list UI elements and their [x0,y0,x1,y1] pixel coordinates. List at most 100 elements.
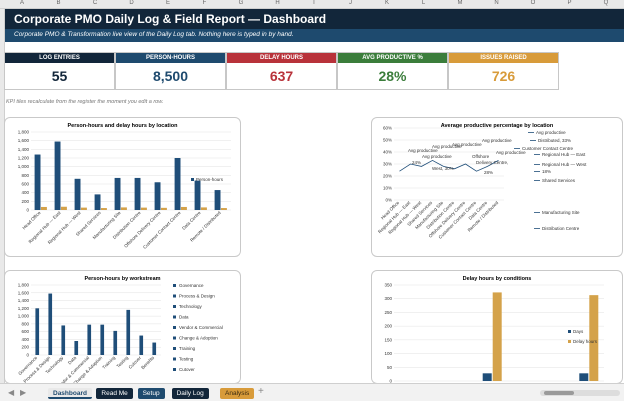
bar [134,177,141,210]
bar [201,207,207,210]
y-tick-label: 1,800 [18,283,30,288]
tab-nav-prev-icon[interactable]: ◀ [8,388,15,397]
y-tick-label: 0 [26,208,29,213]
legend-swatch [173,294,176,298]
bar [61,325,66,355]
y-tick-label: 300 [384,296,392,301]
legend-swatch [191,178,194,181]
y-tick-label: 1,800 [18,130,30,135]
tab-nav-next-icon[interactable]: ▶ [20,388,27,397]
column-letter[interactable]: F [202,0,207,6]
legend-label: Process & Design [179,294,215,299]
legend-label: Cutover [179,367,195,372]
kpi-value: 8,500 [152,68,189,84]
chart-title: Person-hours by workstream [84,276,161,282]
chart-location[interactable]: Person-hours and delay hours by location… [4,117,241,257]
tab-setup[interactable]: Setup [137,388,165,399]
bar [74,341,79,355]
scroll-thumb[interactable] [544,391,574,395]
x-tick-label: Head Office [21,210,42,231]
column-letter[interactable]: I [313,0,315,6]
add-sheet-button[interactable]: + [258,386,264,397]
bar [589,295,599,381]
chart-productive[interactable]: Average productive percentage by locatio… [371,117,623,257]
column-letter[interactable]: A [19,0,24,6]
chart-title: Delay hours by conditions [462,276,532,282]
y-tick-label: 0% [385,198,392,203]
y-tick-label: 60% [383,126,392,131]
bar [121,207,127,210]
horizontal-scrollbar[interactable] [540,390,620,396]
y-tick-label: 1,600 [18,138,30,143]
legend-swatch [173,305,176,308]
legend-label: Regional Hub — West [542,162,587,167]
x-tick-label: Data [67,355,78,366]
y-tick-label: 200 [384,324,392,329]
column-header-bar: A B C D E F G H I J K L M N O P Q [0,0,624,9]
chart-delay[interactable]: Delay hours by conditions 0 50 100 150 200 25… [371,270,623,384]
y-tick-label: 30% [383,162,392,167]
column-letter[interactable]: H [275,0,280,6]
legend-swatch [173,284,176,287]
tab-analysis[interactable]: Analysis [220,388,255,399]
legend-swatch [173,315,176,319]
column-letter[interactable]: G [238,0,244,6]
x-tick-label: Training [101,355,116,370]
column-letter[interactable]: C [92,0,98,6]
kpi-value: 55 [51,68,68,84]
y-tick-label: 800 [21,321,29,326]
title-banner: Corporate PMO Daily Log & Field Report —… [5,9,624,29]
bar [181,206,187,210]
bar [113,330,118,355]
column-letter[interactable]: N [494,0,499,6]
kpi-label: PERSON-HOURS [116,53,225,63]
column-letter[interactable]: P [567,0,572,6]
column-letter[interactable]: B [56,0,61,6]
column-letter[interactable]: O [530,0,536,6]
legend-label: Shared Services [542,178,576,183]
data-label: West, 30% [432,166,454,171]
column-letter[interactable]: D [129,0,134,6]
page-subtitle: Corporate PMO & Transformation live view… [14,31,294,38]
y-tick-label: 100 [384,351,392,356]
legend-label: Training [179,346,196,351]
y-tick-label: 400 [21,337,29,342]
kpi-tile: DELAY HOURS 637 [226,52,337,90]
chart-delay-svg: 0 50 100 150 200 250 300 350 Days Delay hours [384,283,604,384]
y-tick-label: 150 [384,337,392,342]
tab-daily-log[interactable]: Daily Log [171,388,209,399]
column-letter[interactable]: Q [603,0,609,6]
kpi-value: 28% [378,68,407,84]
legend-label: Technology [179,304,203,309]
y-tick-label: 1,200 [18,156,30,161]
kpi-value: 726 [491,68,516,84]
bar [482,373,492,381]
chart-workstream-svg: 0 200 400 600 800 1,000 1,200 1,400 1,600 1,800 Go… [17,283,222,386]
y-tick-label: 10% [383,186,392,191]
chart-workstream[interactable]: Person-hours by workstream 0 200 400 600 800… [4,270,241,386]
chart-location-svg: 0 200 400 600 800 1,000 1,200 1,400 1,600 1,800 He… [18,130,231,250]
y-tick-label: 50% [383,138,392,143]
series-line [399,159,499,172]
legend-label: Distributed, 33% [538,138,571,143]
data-label: Delivery Centre, [476,160,508,165]
bar [152,342,157,355]
tab-read-me[interactable]: Read Me [96,388,133,399]
legend-label: Testing [179,357,194,362]
data-label: Avg productive [496,150,526,155]
column-letter[interactable]: J [349,0,352,6]
x-tick-label: Benefits [140,355,156,371]
legend-label: Regional Hub — East [542,152,586,157]
legend-swatch [568,330,571,333]
y-tick-label: 1,600 [18,290,30,295]
legend-label: 18% [542,169,551,174]
column-letter[interactable]: L [421,0,426,6]
column-letter[interactable]: M [457,0,463,6]
column-letter[interactable]: K [384,0,389,6]
bar [61,206,67,210]
bar [139,335,144,355]
column-letter[interactable]: E [165,0,170,6]
kpi-note: KPI tiles recalculate from the register … [6,99,164,105]
bar [54,141,61,210]
tab-dashboard[interactable]: Dashboard [48,388,92,399]
